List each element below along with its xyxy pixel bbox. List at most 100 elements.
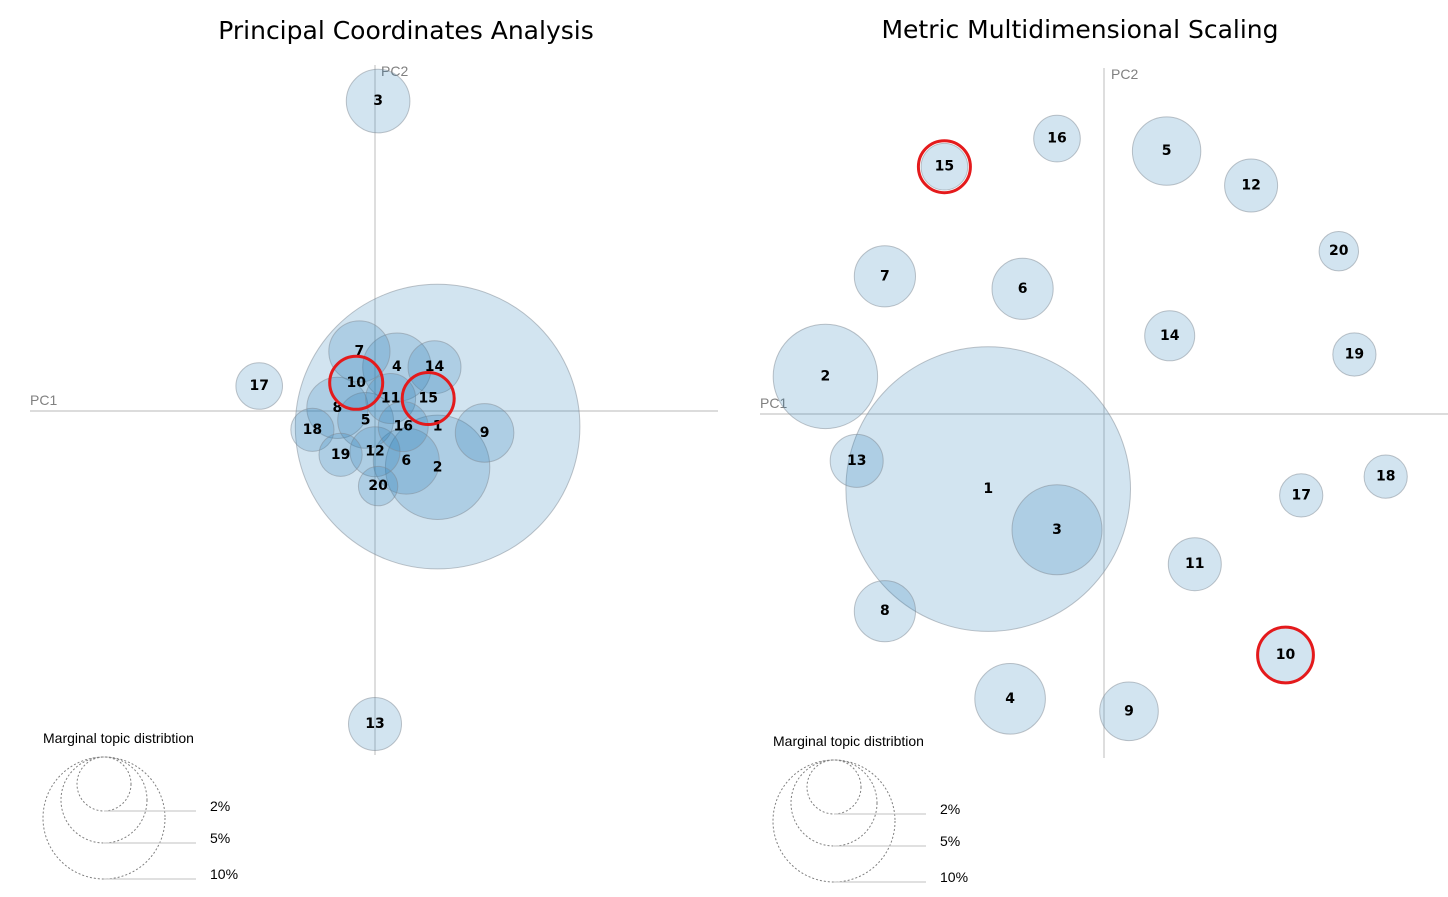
mmds-topic-label-13: 13 bbox=[847, 453, 866, 469]
mmds-topic-label-7: 7 bbox=[880, 268, 890, 284]
mmds-topic-bubble-15[interactable] bbox=[920, 142, 969, 191]
mmds-topic-label-18: 18 bbox=[1376, 469, 1395, 485]
mmds-topic-bubble-7[interactable] bbox=[853, 245, 917, 308]
mmds-topic-bubble-13[interactable] bbox=[829, 433, 884, 488]
pcoa-topic-bubble-3[interactable] bbox=[345, 68, 411, 134]
pcoa-x-axis-label: PC1 bbox=[30, 392, 57, 408]
pcoa-topic-label-7: 7 bbox=[355, 344, 365, 360]
pcoa-topic-label-4: 4 bbox=[392, 359, 402, 375]
pcoa-topic-label-19: 19 bbox=[331, 447, 350, 463]
mmds-title: Metric Multidimensional Scaling bbox=[881, 15, 1278, 44]
mmds-topic-label-12: 12 bbox=[1241, 178, 1260, 194]
mmds-topic-label-16: 16 bbox=[1047, 131, 1066, 147]
mmds-legend-label-5: 5% bbox=[940, 833, 960, 849]
mmds-topic-bubble-11[interactable] bbox=[1167, 537, 1222, 592]
pcoa-title: Principal Coordinates Analysis bbox=[218, 16, 594, 45]
pcoa-y-axis-label: PC2 bbox=[381, 63, 408, 79]
pcoa-legend-label-2: 2% bbox=[210, 798, 230, 814]
pcoa-topic-bubble-7[interactable] bbox=[328, 320, 391, 383]
mmds-topic-bubble-18[interactable] bbox=[1363, 454, 1408, 499]
pcoa-legend-title: Marginal topic distribtion bbox=[43, 730, 194, 746]
mmds-topic-label-9: 9 bbox=[1124, 703, 1134, 719]
mmds-topic-label-11: 11 bbox=[1185, 556, 1204, 572]
mmds-legend-circle-10 bbox=[772, 759, 896, 883]
mmds-topic-bubble-17[interactable] bbox=[1279, 473, 1324, 518]
pcoa-topic-bubble-18[interactable] bbox=[290, 407, 335, 452]
pcoa-legend-label-10: 10% bbox=[210, 866, 238, 882]
mmds-highlight-ring-15 bbox=[916, 139, 972, 195]
mmds-topic-label-14: 14 bbox=[1160, 328, 1180, 344]
pcoa-legend-circle-2 bbox=[76, 756, 132, 812]
mmds-legend-label-2: 2% bbox=[940, 801, 960, 817]
pcoa-topic-bubble-11[interactable] bbox=[365, 373, 417, 424]
pcoa-legend-circle-10 bbox=[42, 756, 166, 880]
pcoa-topic-bubble-13[interactable] bbox=[348, 697, 402, 751]
pcoa-topic-label-12: 12 bbox=[365, 444, 384, 460]
pcoa-topic-label-8: 8 bbox=[333, 400, 343, 416]
mmds-topic-label-10: 10 bbox=[1276, 647, 1296, 663]
pcoa-topic-bubble-9[interactable] bbox=[454, 403, 515, 463]
mmds-topic-label-19: 19 bbox=[1345, 347, 1364, 363]
mmds-highlights bbox=[916, 139, 1315, 685]
mmds-topic-bubble-1[interactable] bbox=[845, 346, 1132, 632]
mmds-legend-label-10: 10% bbox=[940, 869, 968, 885]
pcoa-topic-bubble-19[interactable] bbox=[318, 432, 363, 477]
mmds-topic-label-15: 15 bbox=[935, 159, 954, 175]
pcoa-topic-label-2: 2 bbox=[433, 459, 443, 475]
mmds-bubbles bbox=[772, 114, 1408, 742]
mmds-x-axis-label: PC1 bbox=[760, 395, 787, 411]
pcoa-legend-circle-5 bbox=[60, 756, 148, 844]
pcoa-topic-label-3: 3 bbox=[373, 93, 383, 109]
mmds-topic-label-2: 2 bbox=[821, 368, 831, 384]
pcoa-legend-label-5: 5% bbox=[210, 830, 230, 846]
mmds-topic-label-4: 4 bbox=[1005, 691, 1015, 707]
pcoa-topic-bubble-6[interactable] bbox=[372, 427, 440, 495]
pcoa-topic-label-5: 5 bbox=[361, 412, 371, 428]
pcoa-topic-label-13: 13 bbox=[365, 716, 384, 732]
pcoa-topic-label-10: 10 bbox=[346, 375, 366, 391]
pcoa-topic-bubble-17[interactable] bbox=[235, 362, 284, 410]
pcoa-topic-label-15: 15 bbox=[418, 391, 437, 407]
mmds-legend-circle-2 bbox=[806, 759, 862, 815]
mmds-topic-label-3: 3 bbox=[1052, 522, 1062, 538]
pcoa-topic-label-17: 17 bbox=[249, 378, 268, 394]
mmds-topic-bubble-20[interactable] bbox=[1318, 231, 1360, 272]
mmds-panel: Metric Multidimensional Scaling PC1 PC2 … bbox=[760, 15, 1448, 885]
pcoa-topic-label-20: 20 bbox=[368, 478, 388, 494]
mmds-legend-title: Marginal topic distribtion bbox=[773, 733, 924, 749]
mmds-highlight-ring-10 bbox=[1256, 625, 1315, 685]
pcoa-topic-bubble-1[interactable] bbox=[294, 283, 581, 570]
pcoa-topic-label-1: 1 bbox=[433, 419, 443, 435]
pcoa-topic-bubble-20[interactable] bbox=[357, 465, 399, 507]
pcoa-bubbles bbox=[235, 68, 581, 751]
mmds-topic-bubble-9[interactable] bbox=[1099, 681, 1159, 742]
pcoa-panel: Principal Coordinates Analysis PC1 PC2 1… bbox=[30, 16, 718, 882]
mmds-size-legend: Marginal topic distribtion 2% 5% 10% bbox=[772, 733, 968, 885]
mmds-topic-label-6: 6 bbox=[1018, 281, 1028, 297]
mmds-topic-bubble-14[interactable] bbox=[1144, 310, 1196, 362]
mmds-topic-bubble-6[interactable] bbox=[991, 257, 1054, 320]
mmds-topic-bubble-8[interactable] bbox=[853, 580, 917, 643]
pcoa-topic-label-16: 16 bbox=[393, 419, 412, 435]
mmds-topic-label-5: 5 bbox=[1162, 143, 1172, 159]
mmds-topic-label-8: 8 bbox=[880, 603, 890, 619]
mmds-topic-bubble-19[interactable] bbox=[1332, 332, 1377, 377]
mmds-topic-bubble-3[interactable] bbox=[1011, 484, 1103, 576]
mmds-topic-bubble-4[interactable] bbox=[974, 663, 1046, 735]
pcoa-topic-label-18: 18 bbox=[303, 422, 322, 438]
pcoa-highlight-ring-10 bbox=[328, 354, 385, 411]
mmds-topic-label-1: 1 bbox=[983, 481, 993, 497]
pcoa-highlight-ring-15 bbox=[400, 371, 456, 426]
mmds-topic-bubble-5[interactable] bbox=[1131, 116, 1202, 186]
mmds-topic-bubble-16[interactable] bbox=[1033, 114, 1081, 163]
mmds-topic-bubble-2[interactable] bbox=[772, 323, 879, 430]
mmds-topic-bubble-12[interactable] bbox=[1224, 158, 1279, 213]
mmds-topic-label-17: 17 bbox=[1291, 487, 1310, 503]
pcoa-topic-label-9: 9 bbox=[480, 425, 490, 441]
mmds-legend-circle-5 bbox=[790, 759, 878, 847]
mmds-topic-label-20: 20 bbox=[1329, 243, 1349, 259]
pcoa-topic-label-6: 6 bbox=[401, 453, 411, 469]
